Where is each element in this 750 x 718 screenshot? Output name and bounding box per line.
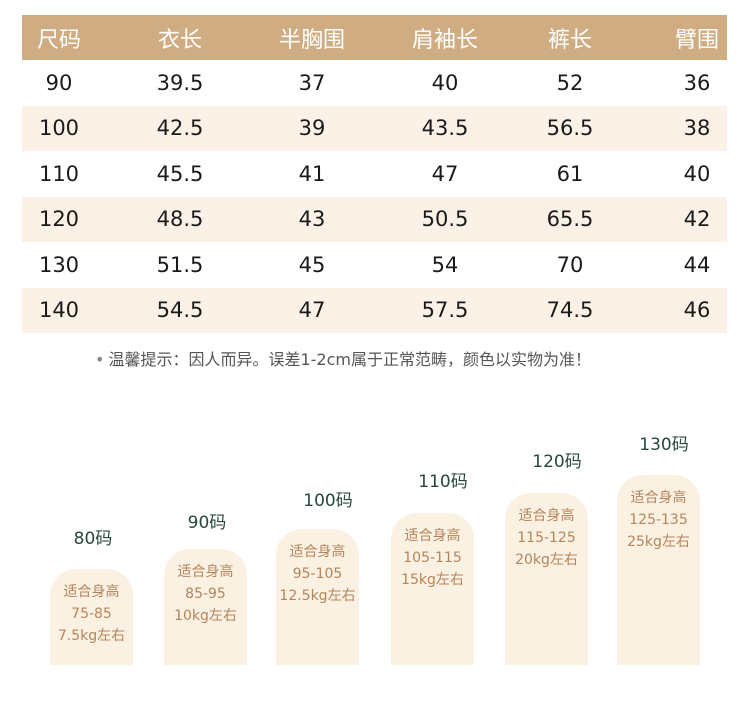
size-card: 适合身高 85-95 10kg左右 [164, 549, 247, 665]
cell-shoulder-sleeve: 54 [431, 252, 459, 277]
cell-pants-length: 74.5 [546, 298, 594, 323]
cell-half-chest: 45 [298, 252, 326, 277]
tip-note: • 温馨提示：因人而异。误差1-2cm属于正常范畴，颜色以实物为准！ [95, 346, 591, 370]
cell-shoulder-sleeve: 43.5 [421, 116, 469, 141]
cell-arm: 42 [683, 207, 711, 232]
card-weight: 10kg左右 [174, 608, 237, 624]
cell-length: 51.5 [156, 252, 204, 277]
cell-size: 130 [38, 252, 80, 277]
card-height-range: 95-105 [292, 566, 343, 582]
cell-shoulder-sleeve: 40 [431, 70, 459, 95]
card-height-range: 105-115 [403, 550, 462, 566]
cell-arm: 36 [683, 70, 711, 95]
card-weight: 15kg左右 [401, 572, 464, 588]
cell-size: 90 [45, 70, 73, 95]
cell-half-chest: 43 [298, 207, 326, 232]
cell-arm: 38 [683, 116, 711, 141]
header-length: 衣长 [157, 27, 202, 53]
card-label: 适合身高 [518, 508, 575, 524]
table-row: 140 54.5 47 57.5 74.5 46 [22, 287, 727, 333]
table-row: 90 39.5 37 40 52 36 [22, 60, 727, 106]
cell-half-chest: 47 [298, 298, 326, 323]
cell-pants-length: 52 [556, 70, 584, 95]
card-weight: 25kg左右 [627, 534, 690, 550]
cell-shoulder-sleeve: 57.5 [421, 298, 469, 323]
cell-size: 140 [38, 298, 80, 323]
cell-shoulder-sleeve: 47 [431, 161, 459, 186]
cell-length: 54.5 [156, 298, 204, 323]
card-height-range: 125-135 [629, 512, 688, 528]
cell-half-chest: 41 [298, 161, 326, 186]
table-row: 120 48.5 43 50.5 65.5 42 [22, 196, 727, 242]
size-card: 适合身高 115-125 20kg左右 [505, 493, 588, 665]
size-card: 适合身高 105-115 15kg左右 [391, 513, 474, 665]
cell-length: 42.5 [156, 116, 204, 141]
card-label: 适合身高 [177, 564, 234, 580]
table-row: 110 45.5 41 47 61 40 [22, 151, 727, 197]
card-label: 适合身高 [404, 528, 461, 544]
cell-half-chest: 39 [298, 116, 326, 141]
card-weight: 20kg左右 [515, 552, 578, 568]
cell-pants-length: 70 [556, 252, 584, 277]
header-shoulder-sleeve: 肩袖长 [411, 27, 478, 53]
header-half-chest: 半胸围 [278, 27, 345, 53]
cell-size: 100 [38, 116, 80, 141]
cell-length: 48.5 [156, 207, 204, 232]
card-weight: 12.5kg左右 [279, 588, 356, 604]
header-pants-length: 裤长 [547, 27, 592, 53]
table-row: 100 42.5 39 43.5 56.5 38 [22, 105, 727, 151]
size-label: 110码 [418, 472, 468, 492]
cell-size: 110 [38, 161, 80, 186]
cell-arm: 44 [683, 252, 711, 277]
bullet-dot-icon: • [95, 350, 105, 369]
size-card: 适合身高 95-105 12.5kg左右 [276, 529, 359, 665]
cell-pants-length: 61 [556, 161, 584, 186]
size-label: 130码 [639, 435, 689, 455]
cell-shoulder-sleeve: 50.5 [421, 207, 469, 232]
card-height-range: 75-85 [71, 606, 112, 622]
size-label: 90码 [187, 513, 227, 533]
header-arm: 臂围 [674, 27, 719, 53]
cell-pants-length: 65.5 [546, 207, 594, 232]
cell-arm: 46 [683, 298, 711, 323]
cell-half-chest: 37 [298, 70, 326, 95]
cell-arm: 40 [683, 161, 711, 186]
size-table: 尺码 衣长 半胸围 肩袖长 裤长 臂围 90 39.5 37 40 52 36 … [22, 15, 727, 333]
cell-length: 45.5 [156, 161, 204, 186]
card-height-range: 115-125 [517, 530, 576, 546]
table-header: 尺码 衣长 半胸围 肩袖长 裤长 臂围 [22, 15, 727, 60]
card-label: 适合身高 [289, 544, 346, 560]
size-card: 适合身高 125-135 25kg左右 [617, 475, 700, 665]
cell-length: 39.5 [156, 70, 204, 95]
table-row: 130 51.5 45 54 70 44 [22, 242, 727, 288]
size-label: 120码 [532, 452, 582, 472]
card-weight: 7.5kg左右 [57, 628, 126, 644]
card-label: 适合身高 [63, 584, 120, 600]
size-card: 适合身高 75-85 7.5kg左右 [50, 569, 133, 665]
card-height-range: 85-95 [185, 586, 226, 602]
size-label: 100码 [303, 491, 353, 511]
tip-text: 温馨提示：因人而异。误差1-2cm属于正常范畴，颜色以实物为准！ [108, 350, 591, 369]
cell-size: 120 [38, 207, 80, 232]
size-label: 80码 [73, 529, 113, 549]
card-label: 适合身高 [630, 490, 687, 506]
header-size: 尺码 [36, 27, 81, 53]
cell-pants-length: 56.5 [546, 116, 594, 141]
